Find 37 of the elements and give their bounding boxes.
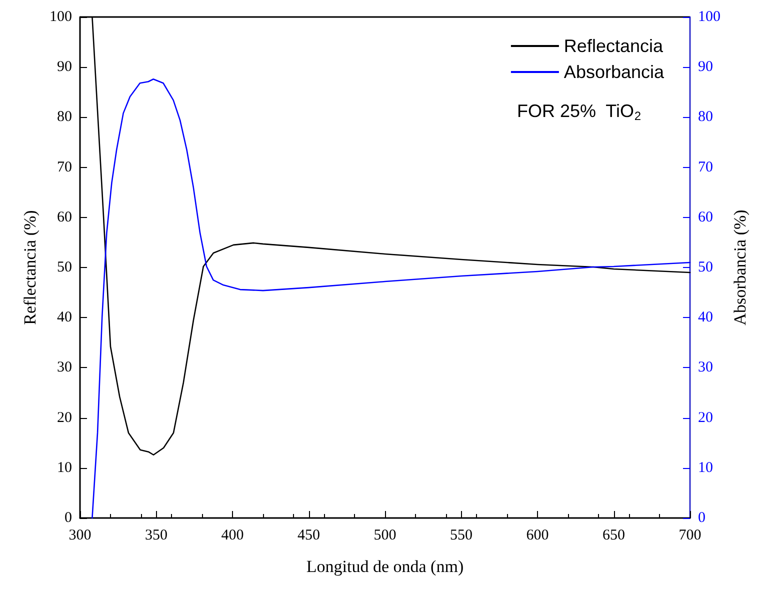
x-tick-label: 400 [221,528,244,544]
y2-tick-label: 70 [698,159,713,176]
legend-label: Absorbancia [564,62,665,82]
x-tick-label: 700 [678,528,702,544]
y-tick-label: 30 [57,360,72,376]
x-tick-label: 450 [298,528,320,544]
x-tick-label: 550 [450,528,472,544]
y2-tick-label: 100 [698,9,720,25]
x-axis-title: Longitud de onda (nm) [306,557,464,576]
y-tick-label: 60 [57,209,72,226]
x-tick-label: 300 [68,528,92,544]
x-tick-label: 650 [602,528,625,544]
y-tick-label: 90 [57,59,72,76]
y2-tick-label: 60 [698,209,713,226]
y-tick-label: 70 [57,159,72,176]
y-tick-label: 0 [64,510,72,526]
x-tick-label: 350 [145,528,168,544]
x-tick-label: 600 [526,528,549,544]
y2-tick-label: 20 [698,410,713,426]
y2-tick-label: 80 [698,109,713,126]
y-tick-label: 20 [57,410,72,426]
y2-tick-label: 40 [698,310,713,326]
y-tick-label: 40 [57,310,72,326]
y-axis-title: Reflectancia (%) [20,210,40,325]
y-tick-label: 10 [57,460,72,476]
y2-tick-label: 90 [698,59,713,76]
legend-label: Reflectancia [564,36,664,56]
y-tick-label: 80 [57,109,72,126]
y2-tick-label: 30 [698,360,713,376]
y2-tick-label: 10 [698,460,713,476]
y-tick-label: 50 [57,260,72,276]
x-tick-label: 500 [374,528,396,544]
y2-tick-label: 0 [698,510,706,526]
y2-axis-title: Absorbancia (%) [730,210,750,326]
y-tick-label: 100 [50,9,72,25]
line-series [92,78,691,519]
y2-tick-label: 50 [698,260,713,276]
